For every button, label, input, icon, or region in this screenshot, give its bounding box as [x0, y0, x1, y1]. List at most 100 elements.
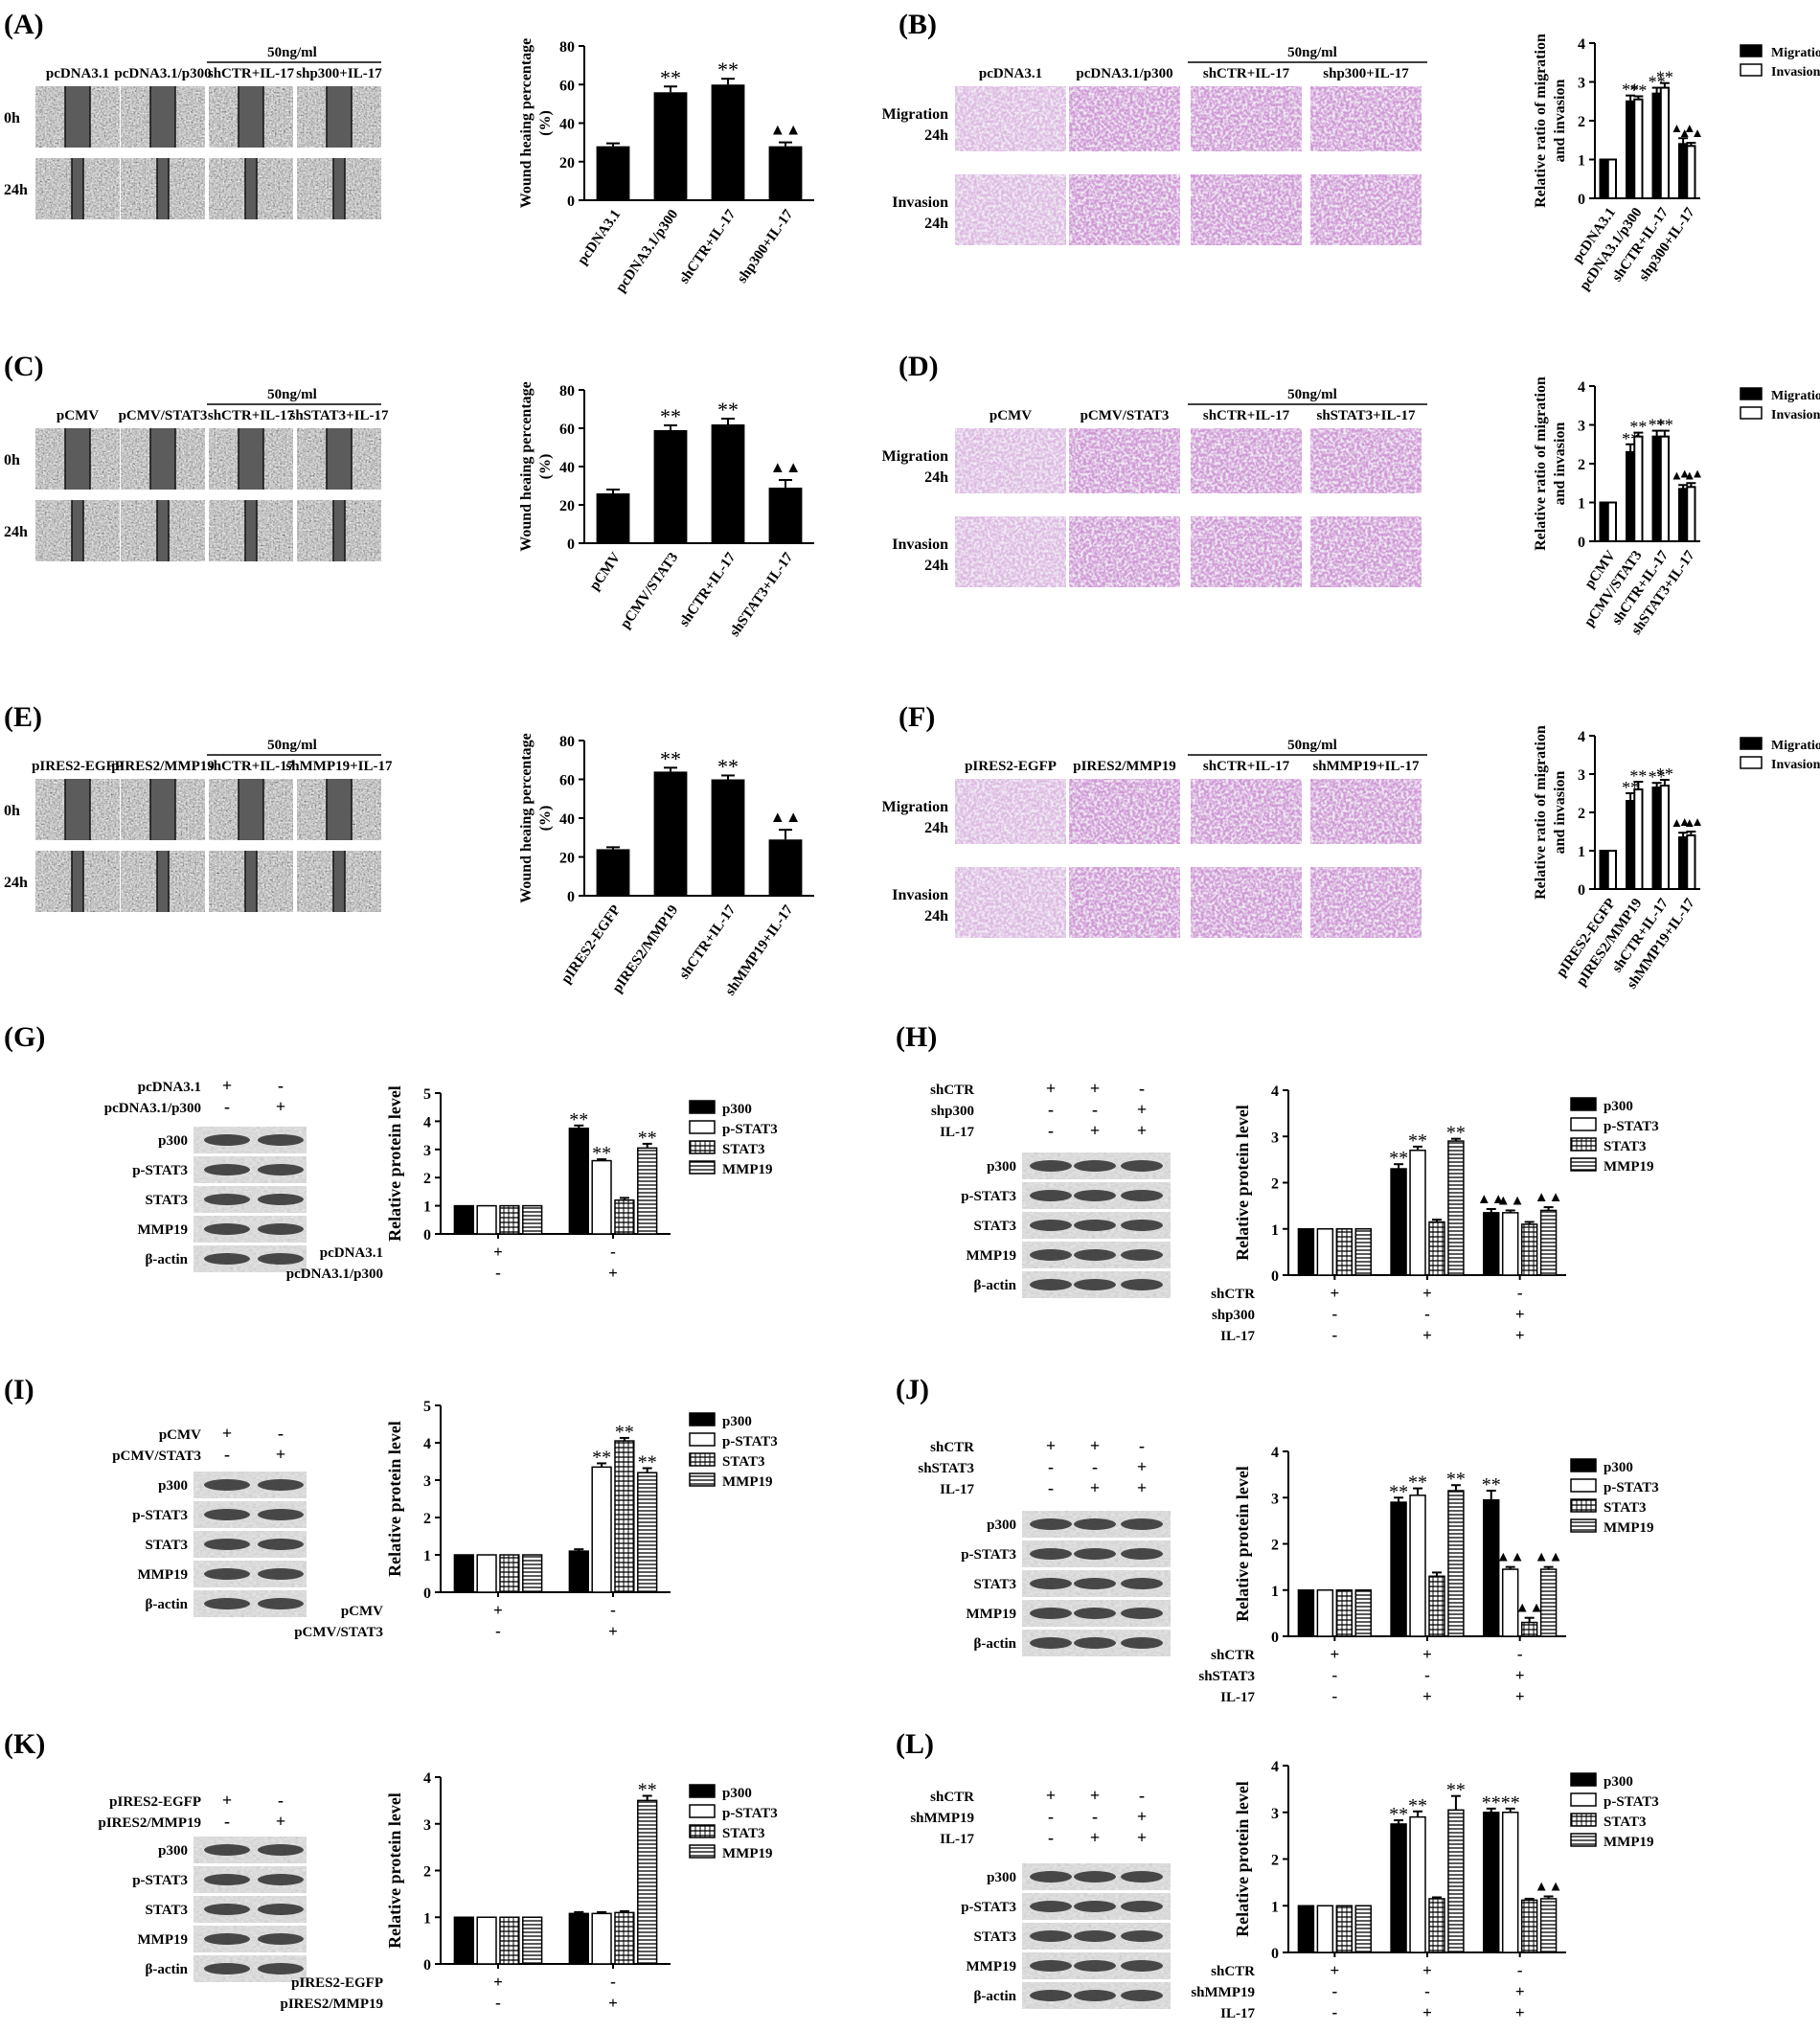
protein-band — [1030, 1901, 1072, 1912]
bar — [711, 84, 745, 200]
condition-label: shCTR+IL-17 — [1203, 66, 1290, 81]
band-label: β-actin — [973, 1989, 1016, 2004]
blot-condition-sign: - — [1048, 1478, 1054, 1497]
condition-sign: + — [1330, 1284, 1339, 1302]
stained-cells — [1310, 174, 1422, 245]
blot-condition-sign: + — [1046, 1786, 1056, 1805]
legend-label: Invasion — [1771, 758, 1820, 772]
blot-condition-sign: + — [222, 1791, 232, 1810]
blot-condition-sign: - — [224, 1812, 230, 1831]
condition-sign: - — [1517, 1961, 1523, 1979]
blot-condition-sign: + — [1090, 1828, 1100, 1847]
protein-band — [1121, 1990, 1163, 2001]
stained-cells — [1069, 174, 1180, 245]
western-blot-(J): shCTR + + - shSTAT3 - - + IL-17 - + + p300 p-STAT3 STA… — [918, 1436, 1171, 1656]
condition-sign: + — [608, 1622, 618, 1640]
condition-sign: - — [495, 1264, 501, 1282]
legend-swatch — [1570, 1157, 1597, 1172]
y-tick-label: 1 — [1578, 496, 1585, 513]
significance-mark: ** — [1408, 1472, 1427, 1494]
blot-condition-sign: + — [276, 1812, 285, 1831]
stained-cells — [955, 428, 1066, 493]
legend-swatch — [1570, 1813, 1597, 1827]
blot-condition-sign: - — [1048, 1121, 1054, 1140]
condition-label: shCTR — [1211, 1648, 1255, 1663]
significance-mark: ** — [1501, 1792, 1520, 1814]
y-tick-label: 3 — [1271, 1130, 1279, 1146]
band-label: p300 — [158, 1133, 188, 1149]
significance-mark: ▲▲ — [1535, 1190, 1563, 1205]
panel-letter: (G) — [4, 1021, 45, 1053]
invasion-bar — [1686, 145, 1696, 199]
western-blot-(H): shCTR + + - shp300 - - + IL-17 - + + p300 p-STAT3 STAT… — [930, 1079, 1171, 1298]
condition-label: pIRES2-EGFP — [291, 1975, 383, 1991]
blot-condition-sign: + — [1137, 1457, 1147, 1476]
y-tick-label: 3 — [1578, 76, 1585, 92]
significance-mark: ** — [1408, 1130, 1427, 1152]
migration-bar — [1678, 143, 1689, 200]
bar-p-STAT3 — [1316, 1228, 1334, 1276]
condition-label: shCTR+IL-17 — [208, 408, 295, 423]
bar-STAT3 — [1520, 1223, 1538, 1276]
protein-band — [258, 1963, 304, 1974]
condition-sign: - — [1331, 1326, 1337, 1344]
migration-bar — [1626, 800, 1636, 890]
significance-mark: ** — [660, 404, 681, 428]
bar-STAT3 — [1428, 1898, 1445, 1953]
blot-condition-sign: - — [1048, 1100, 1054, 1119]
band-label: β-actin — [145, 1252, 188, 1267]
bar-p300 — [1390, 1501, 1407, 1637]
scratch-gap — [65, 86, 90, 148]
protein-band — [1121, 1901, 1163, 1912]
condition-label: shp300 — [1212, 1308, 1255, 1323]
scratch-gap — [327, 779, 352, 840]
condition-sign: - — [610, 1601, 616, 1619]
y-axis-label: (%) — [537, 806, 554, 832]
band-label: MMP19 — [967, 1959, 1016, 1974]
scratch-gap — [239, 428, 263, 490]
migration-bar — [1599, 501, 1609, 542]
bar-p-STAT3 — [1501, 1212, 1519, 1276]
condition-label: pcDNA3.1 — [46, 66, 109, 81]
protein-band — [204, 1253, 250, 1265]
wound-chart-C: 0 20 40 60 80 Wound heaing percentage (%) pCMV *… — [518, 381, 814, 640]
protein-band — [1074, 1637, 1116, 1649]
protein-band — [1121, 1960, 1163, 1972]
legend-label: Migration — [1771, 46, 1820, 60]
band-label: β-actin — [973, 1278, 1016, 1293]
legend-swatch — [1740, 44, 1763, 57]
significance-mark: ** — [592, 1143, 611, 1164]
legend-swatch — [689, 1432, 716, 1447]
significance-mark: ▲▲ — [770, 458, 802, 476]
protein-band — [1121, 1190, 1163, 1201]
legend-swatch — [689, 1784, 716, 1798]
condition-sign: - — [610, 1973, 616, 1991]
significance-mark: ** — [1482, 1792, 1501, 1814]
migration-bar — [1651, 787, 1662, 890]
blot-condition-sign: - — [278, 1791, 284, 1810]
y-tick-label: 2 — [1271, 1853, 1279, 1869]
significance-mark: ** — [1656, 68, 1673, 87]
x-tick-label: pCMV — [587, 550, 625, 593]
wound-chart-A: 0 20 40 60 80 Wound heaing percentage (%) pcDNA… — [518, 38, 814, 295]
y-tick-label: 3 — [1271, 1491, 1279, 1507]
condition-label: pcDNA3.1 — [320, 1245, 383, 1261]
scratch-gap — [72, 158, 83, 219]
y-axis-label: Relative protein level — [1233, 1466, 1252, 1622]
legend-label: p300 — [722, 1414, 752, 1429]
bar — [596, 146, 630, 200]
significance-mark: ** — [1389, 1148, 1408, 1169]
y-tick-label: 80 — [559, 39, 575, 56]
bar-MMP19 — [522, 1916, 543, 1965]
condition-label: pCMV/STAT3 — [119, 408, 208, 423]
bar-p300 — [1297, 1905, 1315, 1953]
stained-cells — [1191, 174, 1302, 245]
protein-band — [1030, 1190, 1072, 1201]
bar-p-STAT3 — [1501, 1812, 1519, 1953]
bar-p300 — [568, 1550, 589, 1593]
significance-mark: ▲▲ — [770, 121, 802, 139]
stained-cells — [1310, 779, 1422, 844]
